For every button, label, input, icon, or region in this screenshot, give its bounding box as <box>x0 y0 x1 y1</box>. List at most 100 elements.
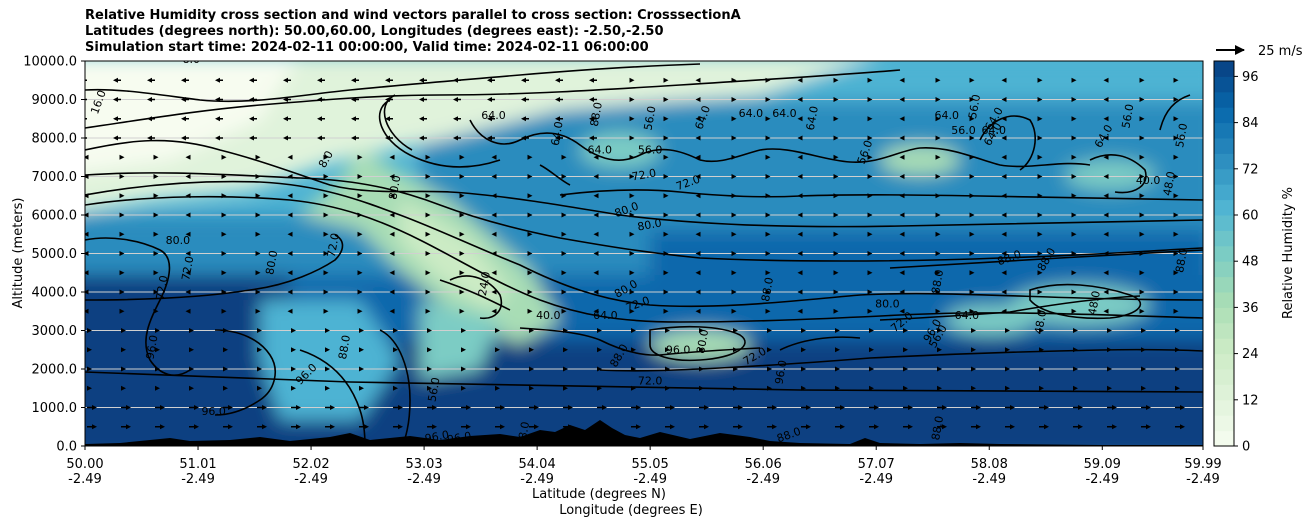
contour-label: 80.0 <box>694 328 711 354</box>
wind-arrow <box>283 135 288 141</box>
x-tick-label-lat: 57.07 <box>858 457 895 472</box>
wind-arrow <box>801 366 806 372</box>
wind-arrow <box>935 289 941 295</box>
wind-arrow <box>903 366 908 372</box>
wind-arrow <box>323 251 329 256</box>
wind-arrow <box>221 270 227 276</box>
wind-arrow <box>942 424 947 430</box>
wind-arrow <box>357 289 363 295</box>
wind-arrow <box>765 193 771 199</box>
wind-arrow <box>1173 154 1179 160</box>
wind-arrow <box>971 366 976 372</box>
wind-arrow <box>1146 405 1151 410</box>
colorbar-ticks: 0 12 24 36 48 60 72 84 96 <box>1234 70 1259 455</box>
wind-arrow <box>935 154 941 160</box>
wind-arrow <box>228 424 233 430</box>
wind-arrow <box>942 405 947 410</box>
wind-arrow <box>976 424 981 430</box>
wind-arrow <box>185 212 191 218</box>
wind-arrow <box>593 212 599 218</box>
wind-arrow <box>527 289 533 295</box>
wind-arrow <box>119 251 125 256</box>
wind-arrow <box>459 270 465 276</box>
wind-arrow <box>287 270 293 276</box>
wind-arrow <box>1139 212 1145 218</box>
wind-arrow <box>351 135 356 141</box>
contour-label: 96.0 <box>201 405 226 418</box>
x-tick-label-lon: -2.49 <box>520 472 554 487</box>
wind-arrow <box>1010 424 1015 430</box>
wind-arrow <box>325 328 330 333</box>
wind-arrow <box>867 77 873 83</box>
wind-arrow <box>1071 97 1077 102</box>
wind-arrow <box>221 174 227 179</box>
wind-arrow <box>529 328 534 333</box>
wind-arrow <box>1044 424 1049 430</box>
wind-arrow <box>797 135 803 141</box>
wind-arrow <box>359 328 364 333</box>
wind-arrow <box>487 77 492 83</box>
colorbar-segment <box>1214 91 1234 108</box>
wind-arrow <box>255 251 261 256</box>
wind-arrow <box>1001 174 1007 179</box>
wind-arrow <box>459 174 465 179</box>
wind-arrow <box>181 116 186 122</box>
wind-arrow <box>738 405 743 410</box>
wind-arrow <box>1039 328 1044 333</box>
wind-arrow <box>561 212 567 218</box>
wind-arrow <box>119 231 125 237</box>
wind-arrow <box>765 116 771 122</box>
wind-arrow <box>937 347 942 353</box>
contour-label: 40.0 <box>1136 174 1161 187</box>
wind-arrow <box>153 174 159 179</box>
wind-arrow <box>221 251 227 256</box>
wind-arrow <box>631 385 636 391</box>
chart-title-line-1: Relative Humidity cross section and wind… <box>85 8 741 23</box>
wind-arrow <box>765 231 771 237</box>
wind-arrow <box>1001 289 1007 295</box>
wind-arrow <box>969 289 975 295</box>
wind-arrow <box>317 77 322 83</box>
wind-arrow <box>731 174 737 179</box>
contour-label: 56.0 <box>966 93 983 119</box>
wind-arrow <box>908 424 913 430</box>
x-tick-label-lat: 55.05 <box>632 457 669 472</box>
wind-arrow <box>287 308 293 314</box>
colorbar-tick-label: 72 <box>1242 162 1259 177</box>
wind-arrow <box>1146 424 1151 430</box>
wind-arrow <box>459 289 465 295</box>
wind-arrow <box>357 174 363 179</box>
wind-arrow <box>899 270 905 276</box>
wind-arrow <box>1001 193 1007 199</box>
wind-arrow <box>291 347 296 353</box>
wind-arrow <box>733 328 738 333</box>
x-tick-label-lon: -2.49 <box>1085 472 1119 487</box>
wind-arrow <box>1103 289 1109 295</box>
contour-label: 40.0 <box>536 309 561 322</box>
chart-title-line-2: Latitudes (degrees north): 50.00,60.00, … <box>85 24 664 39</box>
wind-arrow <box>1173 289 1179 295</box>
wind-arrow <box>1039 385 1044 391</box>
x-tick-label-lon: -2.49 <box>68 472 102 487</box>
wind-arrow <box>1173 193 1179 199</box>
wind-arrow <box>221 289 227 295</box>
y-tick-label: 2000.0 <box>32 363 78 378</box>
wind-arrow <box>119 154 125 160</box>
wind-arrow <box>495 366 500 372</box>
y-tick-label: 3000.0 <box>32 324 78 339</box>
wind-arrow <box>663 116 669 122</box>
wind-arrow <box>393 328 398 333</box>
x-tick-label-lon: -2.49 <box>407 472 441 487</box>
wind-arrow <box>351 116 356 122</box>
wind-arrow <box>731 77 737 83</box>
wind-arrow <box>1001 251 1007 256</box>
wind-arrow <box>1001 308 1007 314</box>
wind-arrow <box>291 366 296 372</box>
contour-label: 88.0 <box>588 101 605 127</box>
wind-arrow <box>663 135 669 141</box>
wind-arrow <box>291 385 296 391</box>
x-tick-label-lon: -2.49 <box>633 472 667 487</box>
wind-arrow <box>529 347 534 353</box>
wind-arrow <box>704 405 709 410</box>
wind-arrow <box>85 212 89 218</box>
